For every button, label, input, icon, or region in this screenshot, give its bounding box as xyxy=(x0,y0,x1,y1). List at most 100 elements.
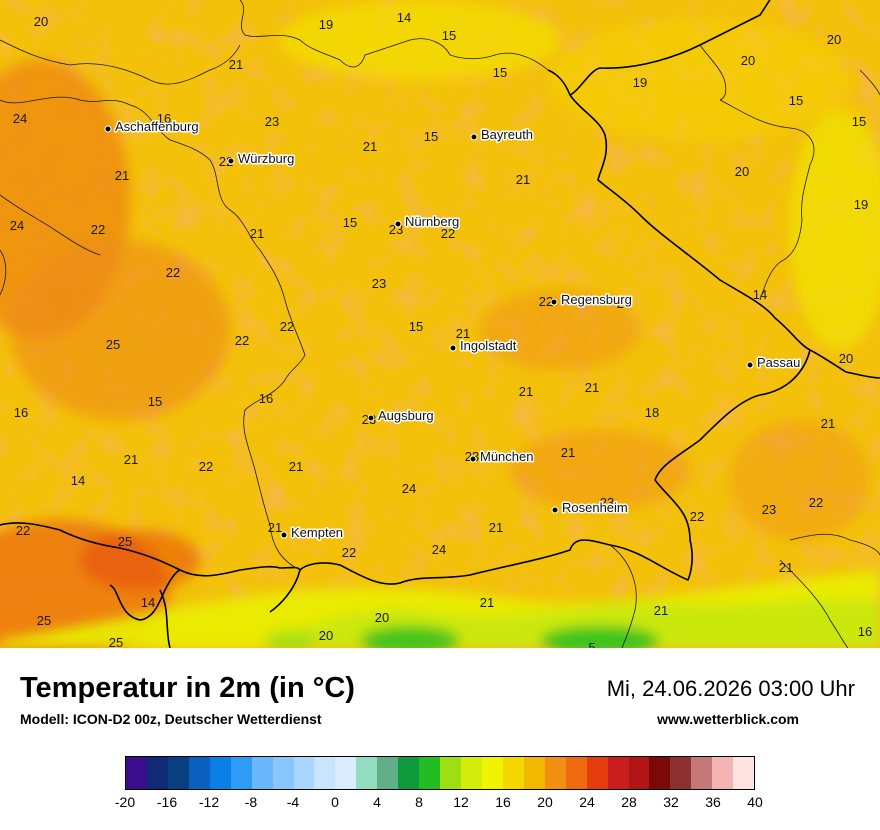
city-dot-icon xyxy=(551,506,559,514)
color-scale-cell xyxy=(167,757,189,789)
temperature-value: 15 xyxy=(442,28,456,43)
map-title: Temperatur in 2m (in °C) xyxy=(20,672,355,704)
temperature-value: 14 xyxy=(397,10,411,25)
temperature-value: 23 xyxy=(600,495,614,510)
color-scale-cell xyxy=(335,757,357,789)
temperature-value: 23 xyxy=(372,276,386,291)
temperature-value: 20 xyxy=(375,610,389,625)
color-scale-cell xyxy=(356,757,378,789)
temperature-value: 20 xyxy=(839,351,853,366)
temperature-value: 24 xyxy=(10,218,24,233)
temperature-value: 15 xyxy=(343,215,357,230)
temperature-value: 15 xyxy=(852,114,866,129)
color-scale-cell xyxy=(586,757,608,789)
color-scale-tick: 8 xyxy=(415,794,423,810)
city-label: Bayreuth xyxy=(481,127,533,142)
city-ingolstadt: Ingolstadt xyxy=(449,337,518,355)
city-dot-icon xyxy=(227,157,235,165)
city-augsburg: Augsburg xyxy=(367,407,435,425)
color-scale-cell xyxy=(523,757,545,789)
color-scale-cell xyxy=(565,757,587,789)
color-scale-cell xyxy=(544,757,566,789)
city-label: München xyxy=(480,449,533,464)
temperature-value: 5 xyxy=(588,640,595,648)
temperature-value: 15 xyxy=(424,129,438,144)
temperature-value: 14 xyxy=(71,473,85,488)
city-label: Regensburg xyxy=(561,292,632,307)
temperature-value: 25 xyxy=(106,337,120,352)
city-label: Passau xyxy=(757,355,800,370)
color-scale-cell xyxy=(126,757,147,789)
city-regensburg: Regensburg xyxy=(550,291,633,309)
city-markers: Aschaffenburg Würzburg Bayreuth Nürnberg Reg… xyxy=(104,118,802,542)
temperature-value: 22 xyxy=(16,523,30,538)
temperature-value: 21 xyxy=(519,384,533,399)
model-info: Modell: ICON-D2 00z, Deutscher Wetterdie… xyxy=(20,711,322,727)
color-scale-cell xyxy=(481,757,503,789)
temperature-value: 22 xyxy=(441,226,455,241)
city-dot-icon xyxy=(280,531,288,539)
temperature-value: 23 xyxy=(265,114,279,129)
temperature-value: 21 xyxy=(115,168,129,183)
color-scale-cell xyxy=(670,757,692,789)
color-scale-tick: 40 xyxy=(747,794,763,810)
temperature-value: 21 xyxy=(363,139,377,154)
color-scale-cell xyxy=(712,757,734,789)
color-scale-tick: 32 xyxy=(663,794,679,810)
color-scale-tick: -12 xyxy=(198,794,220,810)
temperature-value: 21 xyxy=(229,57,243,72)
temperature-value: 14 xyxy=(753,287,767,302)
temperature-value: 15 xyxy=(789,93,803,108)
city-dot-icon xyxy=(469,455,477,463)
color-scale-cell xyxy=(293,757,315,789)
legend-footer: Temperatur in 2m (in °C) Modell: ICON-D2… xyxy=(0,648,880,830)
color-scale-cell xyxy=(209,757,231,789)
temperature-value: 22 xyxy=(235,333,249,348)
color-scale-tick: -16 xyxy=(156,794,178,810)
city-kempten: Kempten xyxy=(280,524,345,542)
city-label: Würzburg xyxy=(238,151,294,166)
color-scale-cell xyxy=(502,757,524,789)
temperature-value: 20 xyxy=(827,32,841,47)
website-link[interactable]: www.wetterblick.com xyxy=(657,711,799,727)
city-passau: Passau xyxy=(746,354,802,372)
color-scale-tick: -8 xyxy=(244,794,258,810)
color-scale-cell xyxy=(314,757,336,789)
temperature-value: 18 xyxy=(645,405,659,420)
color-scale-cell xyxy=(251,757,273,789)
warm-regions xyxy=(0,60,870,648)
color-scale-cell xyxy=(398,757,420,789)
temperature-value: 21 xyxy=(250,226,264,241)
color-scale-tick: 0 xyxy=(331,794,339,810)
temperature-values: 20 19 14 15 21 15 19 20 20 15 15 24 16 23 15 21 22 21 21 20… xyxy=(10,10,872,648)
color-scale-cell xyxy=(461,757,482,789)
temperature-value: 22 xyxy=(166,265,180,280)
color-scale-tick: 4 xyxy=(373,794,381,810)
temperature-value: 21 xyxy=(779,560,793,575)
cool-regions xyxy=(0,0,880,648)
city-muenchen: München xyxy=(469,448,535,466)
temperature-value: 15 xyxy=(493,65,507,80)
city-bayreuth: Bayreuth xyxy=(470,126,535,144)
temperature-value: 22 xyxy=(219,154,233,169)
color-scale-tick: -20 xyxy=(114,794,136,810)
city-label: Ingolstadt xyxy=(460,338,517,353)
temperature-value: 22 xyxy=(199,459,213,474)
city-dot-icon xyxy=(367,414,375,422)
temperature-value: 21 xyxy=(585,380,599,395)
temperature-value: 21 xyxy=(268,520,282,535)
temperature-value: 20 xyxy=(735,164,749,179)
temperature-value: 22 xyxy=(809,495,823,510)
city-wuerzburg: Würzburg xyxy=(227,150,296,168)
city-dot-icon xyxy=(104,125,112,133)
color-scale-cell xyxy=(691,757,713,789)
temperature-value: 20 xyxy=(741,53,755,68)
temperature-value: 24 xyxy=(432,542,446,557)
color-scale-cell xyxy=(419,757,441,789)
city-dot-icon xyxy=(746,361,754,369)
city-label: Rosenheim xyxy=(562,500,628,515)
temperature-value: 20 xyxy=(34,14,48,29)
temperature-value: 21 xyxy=(561,445,575,460)
temperature-map: 20 19 14 15 21 15 19 20 20 15 15 24 16 23 15 21 22 21 21 20… xyxy=(0,0,880,648)
city-dot-icon xyxy=(449,344,457,352)
